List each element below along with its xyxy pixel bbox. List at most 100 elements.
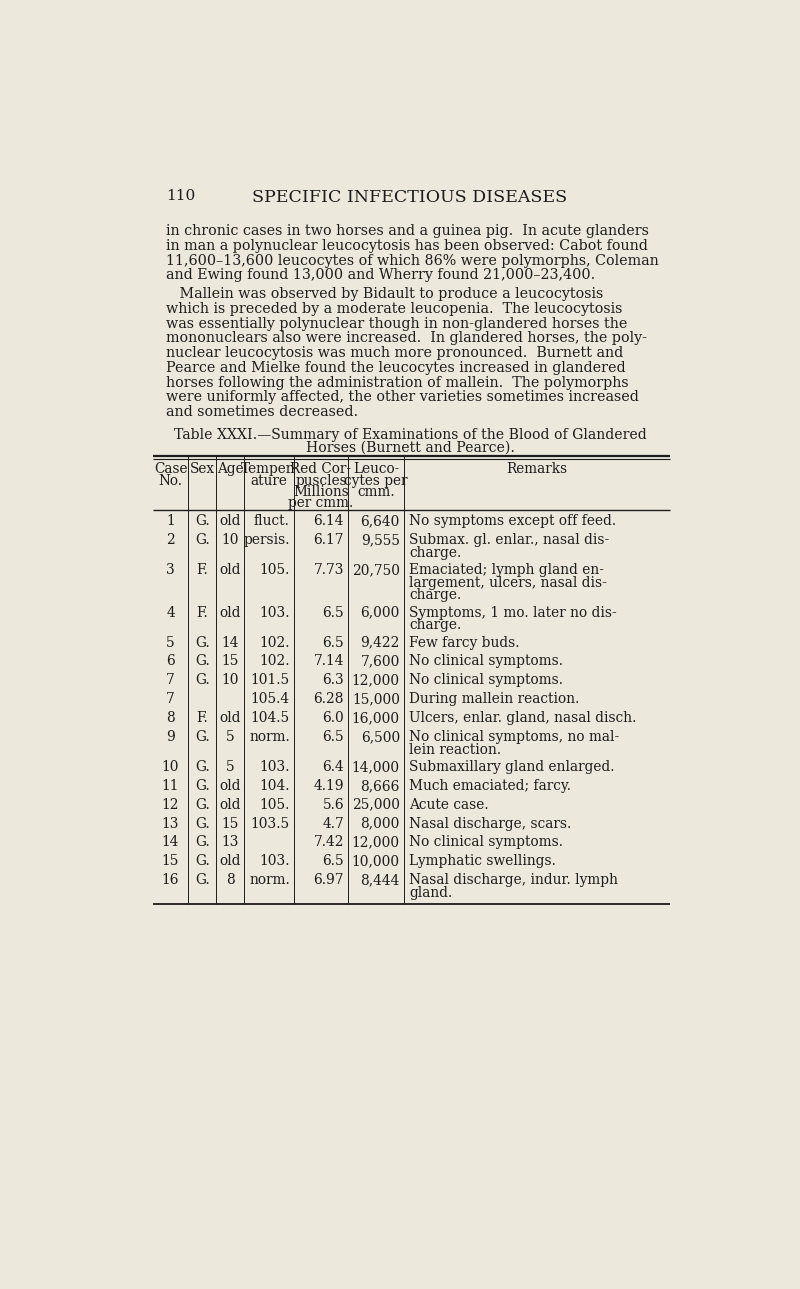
Text: 13: 13 — [162, 816, 179, 830]
Text: 6,500: 6,500 — [361, 730, 400, 744]
Text: G.: G. — [195, 855, 210, 869]
Text: were uniformly affected, the other varieties sometimes increased: were uniformly affected, the other varie… — [166, 391, 638, 405]
Text: largement, ulcers, nasal dis-: largement, ulcers, nasal dis- — [410, 576, 607, 589]
Text: and Ewing found 13,000 and Wherry found 21,000–23,400.: and Ewing found 13,000 and Wherry found … — [166, 268, 595, 282]
Text: No symptoms except off feed.: No symptoms except off feed. — [410, 514, 616, 528]
Text: Few farcy buds.: Few farcy buds. — [410, 635, 520, 650]
Text: No.: No. — [158, 473, 182, 487]
Text: 6.14: 6.14 — [314, 514, 344, 528]
Text: Red Cor-: Red Cor- — [290, 463, 351, 477]
Text: ature: ature — [250, 473, 287, 487]
Text: 6,000: 6,000 — [361, 606, 400, 620]
Text: F.: F. — [197, 712, 208, 726]
Text: Mallein was observed by Bidault to produce a leucocytosis: Mallein was observed by Bidault to produ… — [166, 287, 603, 300]
Text: 14,000: 14,000 — [352, 761, 400, 773]
Text: 6,640: 6,640 — [361, 514, 400, 528]
Text: F.: F. — [197, 606, 208, 620]
Text: 5: 5 — [166, 635, 175, 650]
Text: 7.42: 7.42 — [314, 835, 344, 849]
Text: Nasal discharge, indur. lymph: Nasal discharge, indur. lymph — [410, 873, 618, 887]
Text: G.: G. — [195, 798, 210, 812]
Text: Much emaciated; farcy.: Much emaciated; farcy. — [410, 779, 571, 793]
Text: 8: 8 — [226, 873, 234, 887]
Text: mononuclears also were increased.  In glandered horses, the poly-: mononuclears also were increased. In gla… — [166, 331, 647, 345]
Text: 110: 110 — [166, 188, 195, 202]
Text: 4.19: 4.19 — [314, 779, 344, 793]
Text: 104.5: 104.5 — [250, 712, 290, 726]
Text: Case: Case — [154, 463, 187, 477]
Text: 3: 3 — [166, 563, 175, 577]
Text: 105.4: 105.4 — [250, 692, 290, 706]
Text: 6.28: 6.28 — [314, 692, 344, 706]
Text: 6.0: 6.0 — [322, 712, 344, 726]
Text: 101.5: 101.5 — [250, 673, 290, 687]
Text: 16: 16 — [162, 873, 179, 887]
Text: Ulcers, enlar. gland, nasal disch.: Ulcers, enlar. gland, nasal disch. — [410, 712, 637, 726]
Text: 6.4: 6.4 — [322, 761, 344, 773]
Text: horses following the administration of mallein.  The polymorphs: horses following the administration of m… — [166, 375, 629, 389]
Text: charge.: charge. — [410, 588, 462, 602]
Text: Submaxillary gland enlarged.: Submaxillary gland enlarged. — [410, 761, 614, 773]
Text: 7: 7 — [166, 692, 175, 706]
Text: No clinical symptoms, no mal-: No clinical symptoms, no mal- — [410, 730, 619, 744]
Text: charge.: charge. — [410, 619, 462, 633]
Text: 9: 9 — [166, 730, 175, 744]
Text: fluct.: fluct. — [254, 514, 290, 528]
Text: 10: 10 — [222, 673, 239, 687]
Text: No clinical symptoms.: No clinical symptoms. — [410, 655, 563, 669]
Text: 103.: 103. — [259, 761, 290, 773]
Text: Remarks: Remarks — [506, 463, 567, 477]
Text: in man a polynuclear leucocytosis has been observed: Cabot found: in man a polynuclear leucocytosis has be… — [166, 238, 648, 253]
Text: Millions: Millions — [293, 485, 349, 499]
Text: Pearce and Mielke found the leucocytes increased in glandered: Pearce and Mielke found the leucocytes i… — [166, 361, 626, 375]
Text: G.: G. — [195, 655, 210, 669]
Text: per cmm.: per cmm. — [288, 496, 354, 510]
Text: 102.: 102. — [259, 655, 290, 669]
Text: Table XXXI.—Summary of Examinations of the Blood of Glandered: Table XXXI.—Summary of Examinations of t… — [174, 428, 646, 442]
Text: cmm.: cmm. — [357, 485, 394, 499]
Text: 105.: 105. — [259, 798, 290, 812]
Text: 6.5: 6.5 — [322, 730, 344, 744]
Text: G.: G. — [195, 635, 210, 650]
Text: 9,555: 9,555 — [361, 532, 400, 547]
Text: G.: G. — [195, 779, 210, 793]
Text: and sometimes decreased.: and sometimes decreased. — [166, 405, 358, 419]
Text: 4: 4 — [166, 606, 175, 620]
Text: G.: G. — [195, 730, 210, 744]
Text: 1: 1 — [166, 514, 175, 528]
Text: old: old — [219, 606, 241, 620]
Text: F.: F. — [197, 563, 208, 577]
Text: old: old — [219, 514, 241, 528]
Text: 10: 10 — [222, 532, 239, 547]
Text: Sex: Sex — [190, 463, 214, 477]
Text: 103.: 103. — [259, 855, 290, 869]
Text: 14: 14 — [222, 635, 239, 650]
Text: 8,444: 8,444 — [361, 873, 400, 887]
Text: which is preceded by a moderate leucopenia.  The leucocytosis: which is preceded by a moderate leucopen… — [166, 302, 622, 316]
Text: Symptoms, 1 mo. later no dis-: Symptoms, 1 mo. later no dis- — [410, 606, 617, 620]
Text: G.: G. — [195, 835, 210, 849]
Text: Temper-: Temper- — [241, 463, 298, 477]
Text: old: old — [219, 712, 241, 726]
Text: 102.: 102. — [259, 635, 290, 650]
Text: Leuco-: Leuco- — [353, 463, 399, 477]
Text: 12: 12 — [162, 798, 179, 812]
Text: 6: 6 — [166, 655, 175, 669]
Text: G.: G. — [195, 816, 210, 830]
Text: persis.: persis. — [243, 532, 290, 547]
Text: 10,000: 10,000 — [352, 855, 400, 869]
Text: 15: 15 — [162, 855, 179, 869]
Text: Horses (Burnett and Pearce).: Horses (Burnett and Pearce). — [306, 441, 514, 455]
Text: old: old — [219, 563, 241, 577]
Text: 7.73: 7.73 — [314, 563, 344, 577]
Text: 6.97: 6.97 — [314, 873, 344, 887]
Text: Emaciated; lymph gland en-: Emaciated; lymph gland en- — [410, 563, 604, 577]
Text: cytes per: cytes per — [344, 473, 408, 487]
Text: 4.7: 4.7 — [322, 816, 344, 830]
Text: 2: 2 — [166, 532, 175, 547]
Text: 11,600–13,600 leucocytes of which 86% were polymorphs, Coleman: 11,600–13,600 leucocytes of which 86% we… — [166, 254, 658, 268]
Text: norm.: norm. — [249, 730, 290, 744]
Text: During mallein reaction.: During mallein reaction. — [410, 692, 579, 706]
Text: No clinical symptoms.: No clinical symptoms. — [410, 673, 563, 687]
Text: 8: 8 — [166, 712, 175, 726]
